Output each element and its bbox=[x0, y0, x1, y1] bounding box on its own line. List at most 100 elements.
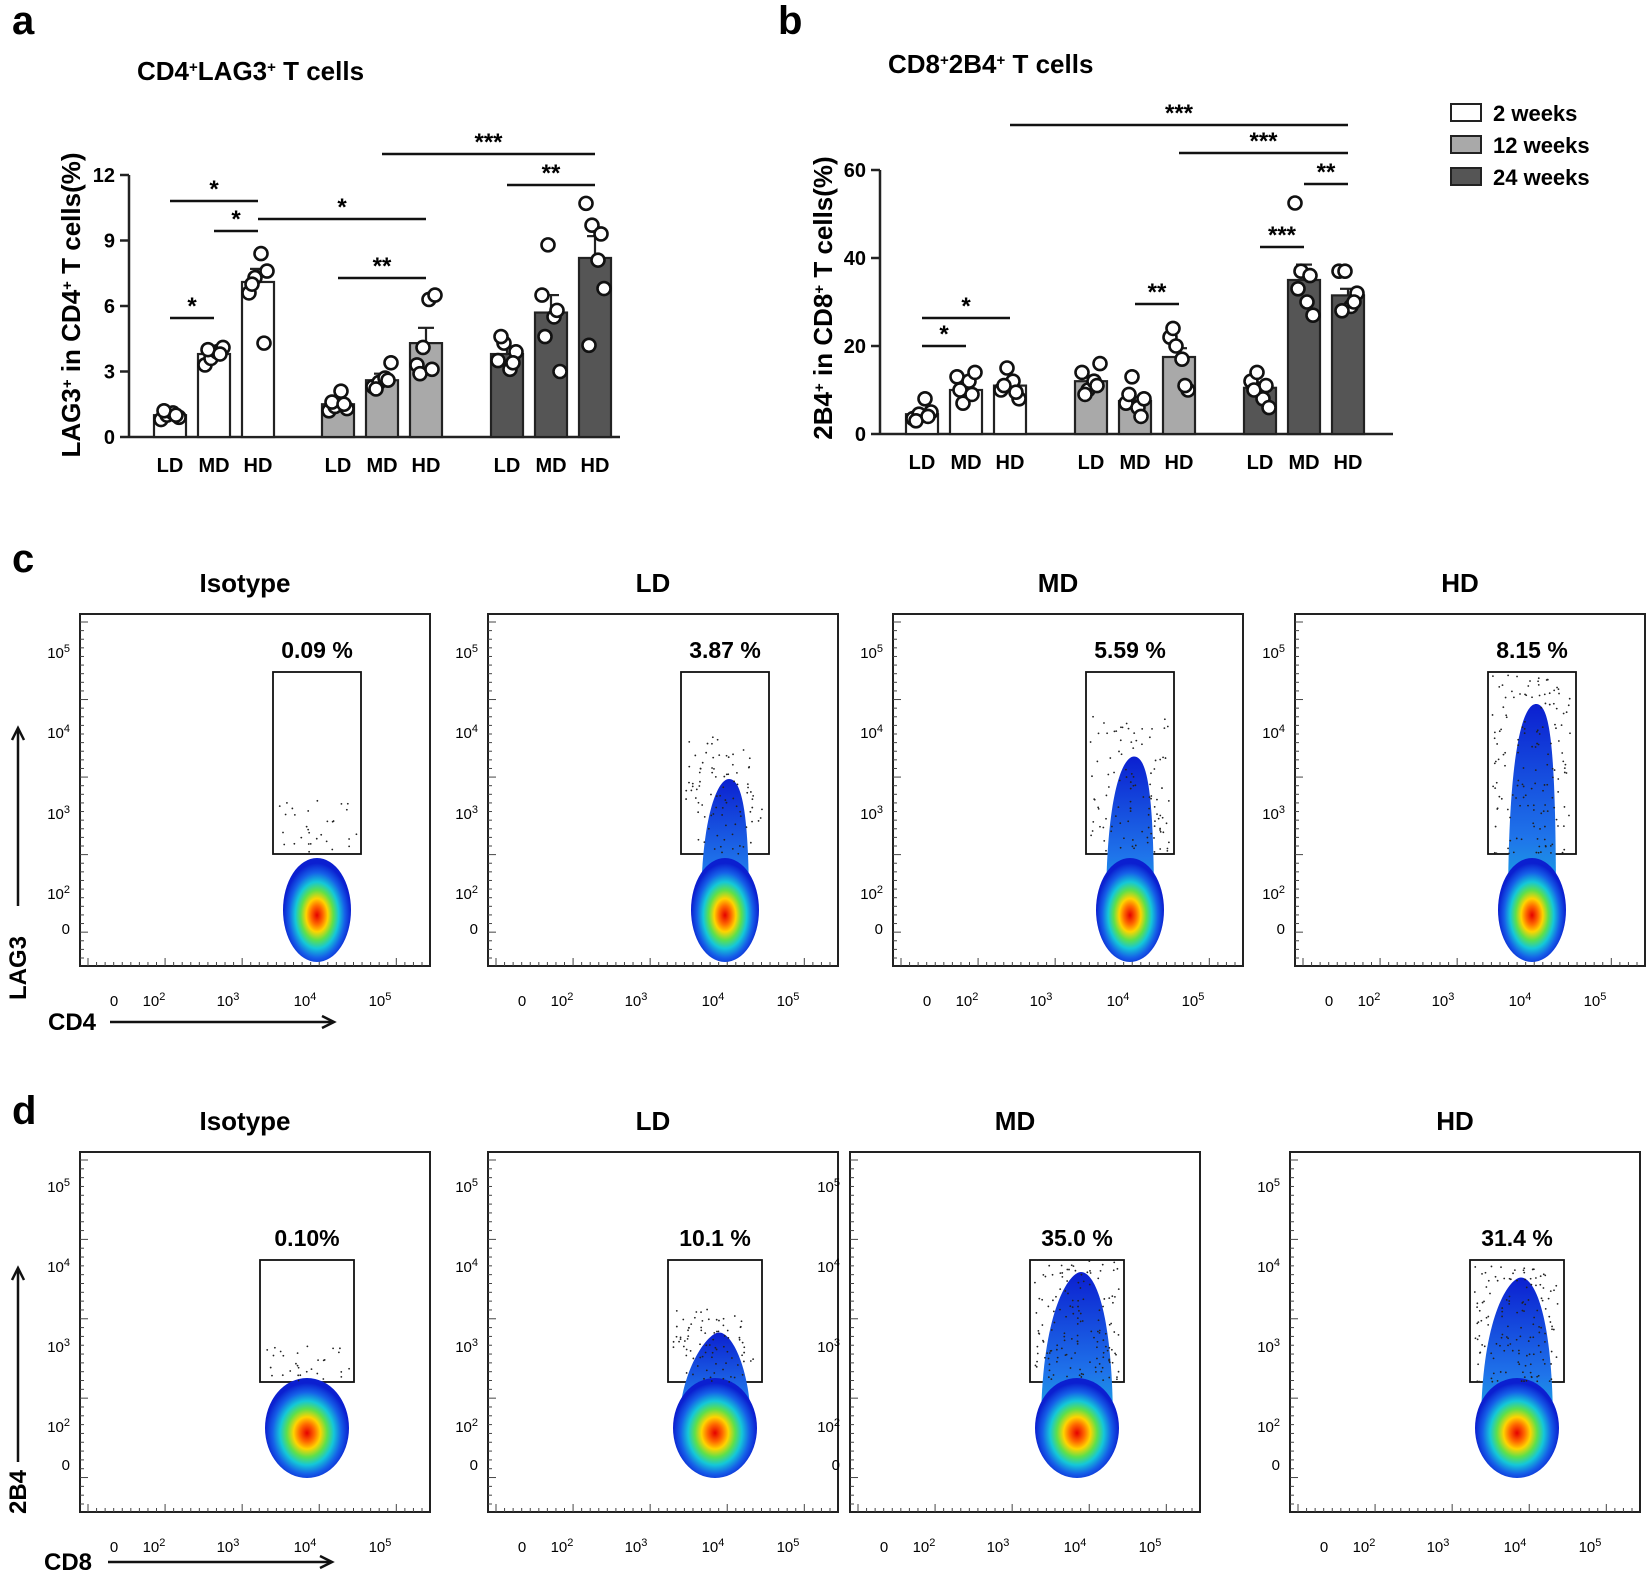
event-dot bbox=[1549, 1321, 1552, 1323]
event-dot bbox=[1052, 1374, 1055, 1376]
event-dot bbox=[699, 767, 702, 770]
event-dot bbox=[1153, 825, 1156, 828]
event-dot bbox=[1476, 1306, 1478, 1309]
event-dot bbox=[316, 1372, 319, 1375]
event-dot bbox=[266, 1349, 269, 1351]
event-dot bbox=[331, 820, 334, 823]
event-dot bbox=[1494, 787, 1497, 790]
event-dot bbox=[1529, 1363, 1532, 1366]
event-dot bbox=[1038, 1332, 1041, 1335]
event-dot bbox=[1481, 1344, 1484, 1346]
event-dot bbox=[1553, 1289, 1555, 1292]
data-point bbox=[596, 280, 612, 297]
event-dot bbox=[739, 815, 742, 818]
event-dot bbox=[706, 742, 709, 745]
event-dot bbox=[1523, 1310, 1525, 1313]
event-dot bbox=[1527, 685, 1530, 687]
event-dot bbox=[1494, 1275, 1497, 1278]
density-core bbox=[691, 858, 759, 962]
event-dot bbox=[675, 1335, 678, 1338]
event-dot bbox=[1162, 831, 1165, 834]
event-dot bbox=[345, 808, 348, 811]
event-dot bbox=[1079, 1368, 1081, 1371]
flow-y-tick-label: 102 bbox=[817, 1417, 840, 1436]
event-dot bbox=[1072, 1312, 1075, 1315]
event-dot bbox=[1560, 724, 1563, 727]
event-dot bbox=[741, 1341, 744, 1344]
data-point bbox=[1008, 384, 1024, 401]
event-dot bbox=[1101, 1366, 1104, 1369]
flow-x-tick-label: 103 bbox=[1427, 1537, 1450, 1556]
event-dot bbox=[1133, 732, 1136, 735]
event-dot bbox=[1498, 685, 1501, 688]
x-tick-label: LD bbox=[157, 455, 184, 477]
event-dot bbox=[273, 1346, 276, 1349]
event-dot bbox=[725, 754, 728, 757]
event-dot bbox=[761, 808, 763, 811]
event-dot bbox=[1535, 1277, 1537, 1279]
gate-percentage: 31.4 % bbox=[1481, 1225, 1553, 1251]
x-tick-label: MD bbox=[1288, 452, 1319, 474]
event-dot bbox=[1546, 678, 1549, 681]
event-dot bbox=[1079, 1287, 1082, 1289]
event-dot bbox=[1523, 1271, 1526, 1274]
event-dot bbox=[1534, 769, 1537, 772]
event-dot bbox=[1069, 1305, 1072, 1308]
event-dot bbox=[1521, 1309, 1524, 1312]
flow-plot-title: MD bbox=[995, 1106, 1035, 1136]
event-dot bbox=[348, 1367, 351, 1370]
event-dot bbox=[1505, 1336, 1508, 1338]
event-dot bbox=[1504, 696, 1507, 699]
event-dot bbox=[675, 1309, 678, 1312]
data-point bbox=[1089, 377, 1105, 394]
x-tick-label: HD bbox=[581, 455, 610, 477]
event-dot bbox=[1538, 1325, 1540, 1328]
event-dot bbox=[1544, 702, 1547, 705]
event-dot bbox=[1568, 814, 1570, 817]
event-dot bbox=[1059, 1272, 1062, 1274]
event-dot bbox=[1552, 1328, 1555, 1331]
event-dot bbox=[1550, 1378, 1553, 1381]
event-dot bbox=[1533, 1268, 1535, 1271]
y-tick-label: 20 bbox=[844, 336, 866, 358]
event-dot bbox=[326, 820, 329, 823]
event-dot bbox=[1512, 1272, 1514, 1275]
flow-x-tick-label: 105 bbox=[777, 1537, 800, 1556]
event-dot bbox=[1048, 1264, 1051, 1267]
event-dot bbox=[728, 1380, 731, 1383]
flow-x-tick-label: 102 bbox=[956, 991, 979, 1010]
event-dot bbox=[332, 1347, 334, 1350]
flow-plot-frame bbox=[487, 613, 839, 967]
event-dot bbox=[1493, 851, 1496, 854]
event-dot bbox=[1082, 1373, 1085, 1376]
event-dot bbox=[1530, 1283, 1533, 1286]
event-dot bbox=[723, 1335, 726, 1337]
event-dot bbox=[722, 1377, 725, 1380]
event-dot bbox=[687, 1329, 689, 1332]
flow-plot-ld: LD 105 104 103 102 0 0 102 103 104 105 3.87 % bbox=[455, 568, 839, 1010]
event-dot bbox=[1104, 1345, 1107, 1348]
event-dot bbox=[725, 773, 728, 776]
event-dot bbox=[1539, 851, 1542, 854]
significance-label: ** bbox=[542, 160, 561, 187]
event-dot bbox=[1562, 712, 1565, 715]
event-dot bbox=[1047, 1357, 1050, 1360]
event-dot bbox=[701, 1355, 704, 1358]
event-dot bbox=[1487, 1324, 1490, 1326]
event-dot bbox=[1503, 1349, 1506, 1352]
event-dot bbox=[679, 1338, 682, 1341]
event-dot bbox=[1050, 1329, 1053, 1331]
event-dot bbox=[1495, 1342, 1498, 1345]
event-dot bbox=[700, 1329, 703, 1332]
event-dot bbox=[731, 833, 734, 836]
event-dot bbox=[1536, 742, 1538, 745]
flow-x-tick-label: 105 bbox=[777, 991, 800, 1010]
event-dot bbox=[1555, 1356, 1558, 1359]
flow-y-tick-label: 104 bbox=[1262, 723, 1285, 742]
event-dot bbox=[1517, 1361, 1520, 1364]
panel-letter-a: a bbox=[12, 0, 35, 43]
event-dot bbox=[733, 780, 735, 783]
significance-label: *** bbox=[1268, 222, 1297, 249]
event-dot bbox=[749, 1360, 752, 1362]
data-point bbox=[1346, 294, 1362, 310]
